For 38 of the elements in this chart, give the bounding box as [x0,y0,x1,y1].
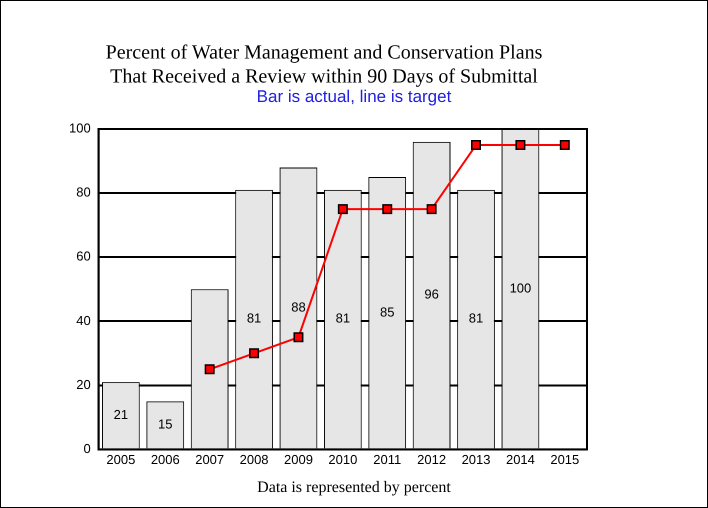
x-tick-label: 2005 [106,452,136,467]
point [204,364,215,374]
x-tick-label: 2012 [417,452,446,467]
data-label: 81 [336,310,350,326]
x-tick-label: 2013 [462,452,490,467]
y-tick-label: 20 [76,376,91,392]
data-label: 85 [380,304,394,320]
point [560,140,570,150]
x-tick-label: 2015 [550,452,580,467]
x-tick-label: 2007 [195,452,224,467]
data-label: 88 [291,300,306,314]
chart-title: Percent of Water Management and Conservation Plans That Received a Review within 90 Days of Submittal [106,41,543,88]
point [426,204,437,214]
y-tick-label: 60 [76,248,91,264]
text: Data is represented by percent [256,479,452,497]
point [338,204,348,214]
point [471,140,482,150]
data-label: 96 [424,286,439,302]
x-tick-label: 2014 [506,452,535,467]
x-tick-label: 2008 [240,452,269,467]
data-label: 21 [114,406,128,422]
point [249,348,260,358]
y-tick-label: 40 [76,312,91,328]
data-label: 81 [468,310,484,326]
data-label: 81 [246,310,262,326]
x-tick-label: 2011 [373,452,402,467]
chart-subtitle: Bar is actual, line is target [256,87,452,107]
point [382,204,392,214]
x-tick-label: 2010 [328,452,358,467]
x-tick-label: 2009 [284,452,313,467]
point [293,332,304,342]
data-label: 100 [510,280,532,296]
y-tick-label: 80 [76,184,91,200]
y-tick-label: 100 [68,120,91,136]
point [515,140,526,150]
data-label: 15 [158,416,173,432]
x-tick-label: 2006 [150,452,180,467]
y-tick-label: 0 [83,440,91,456]
